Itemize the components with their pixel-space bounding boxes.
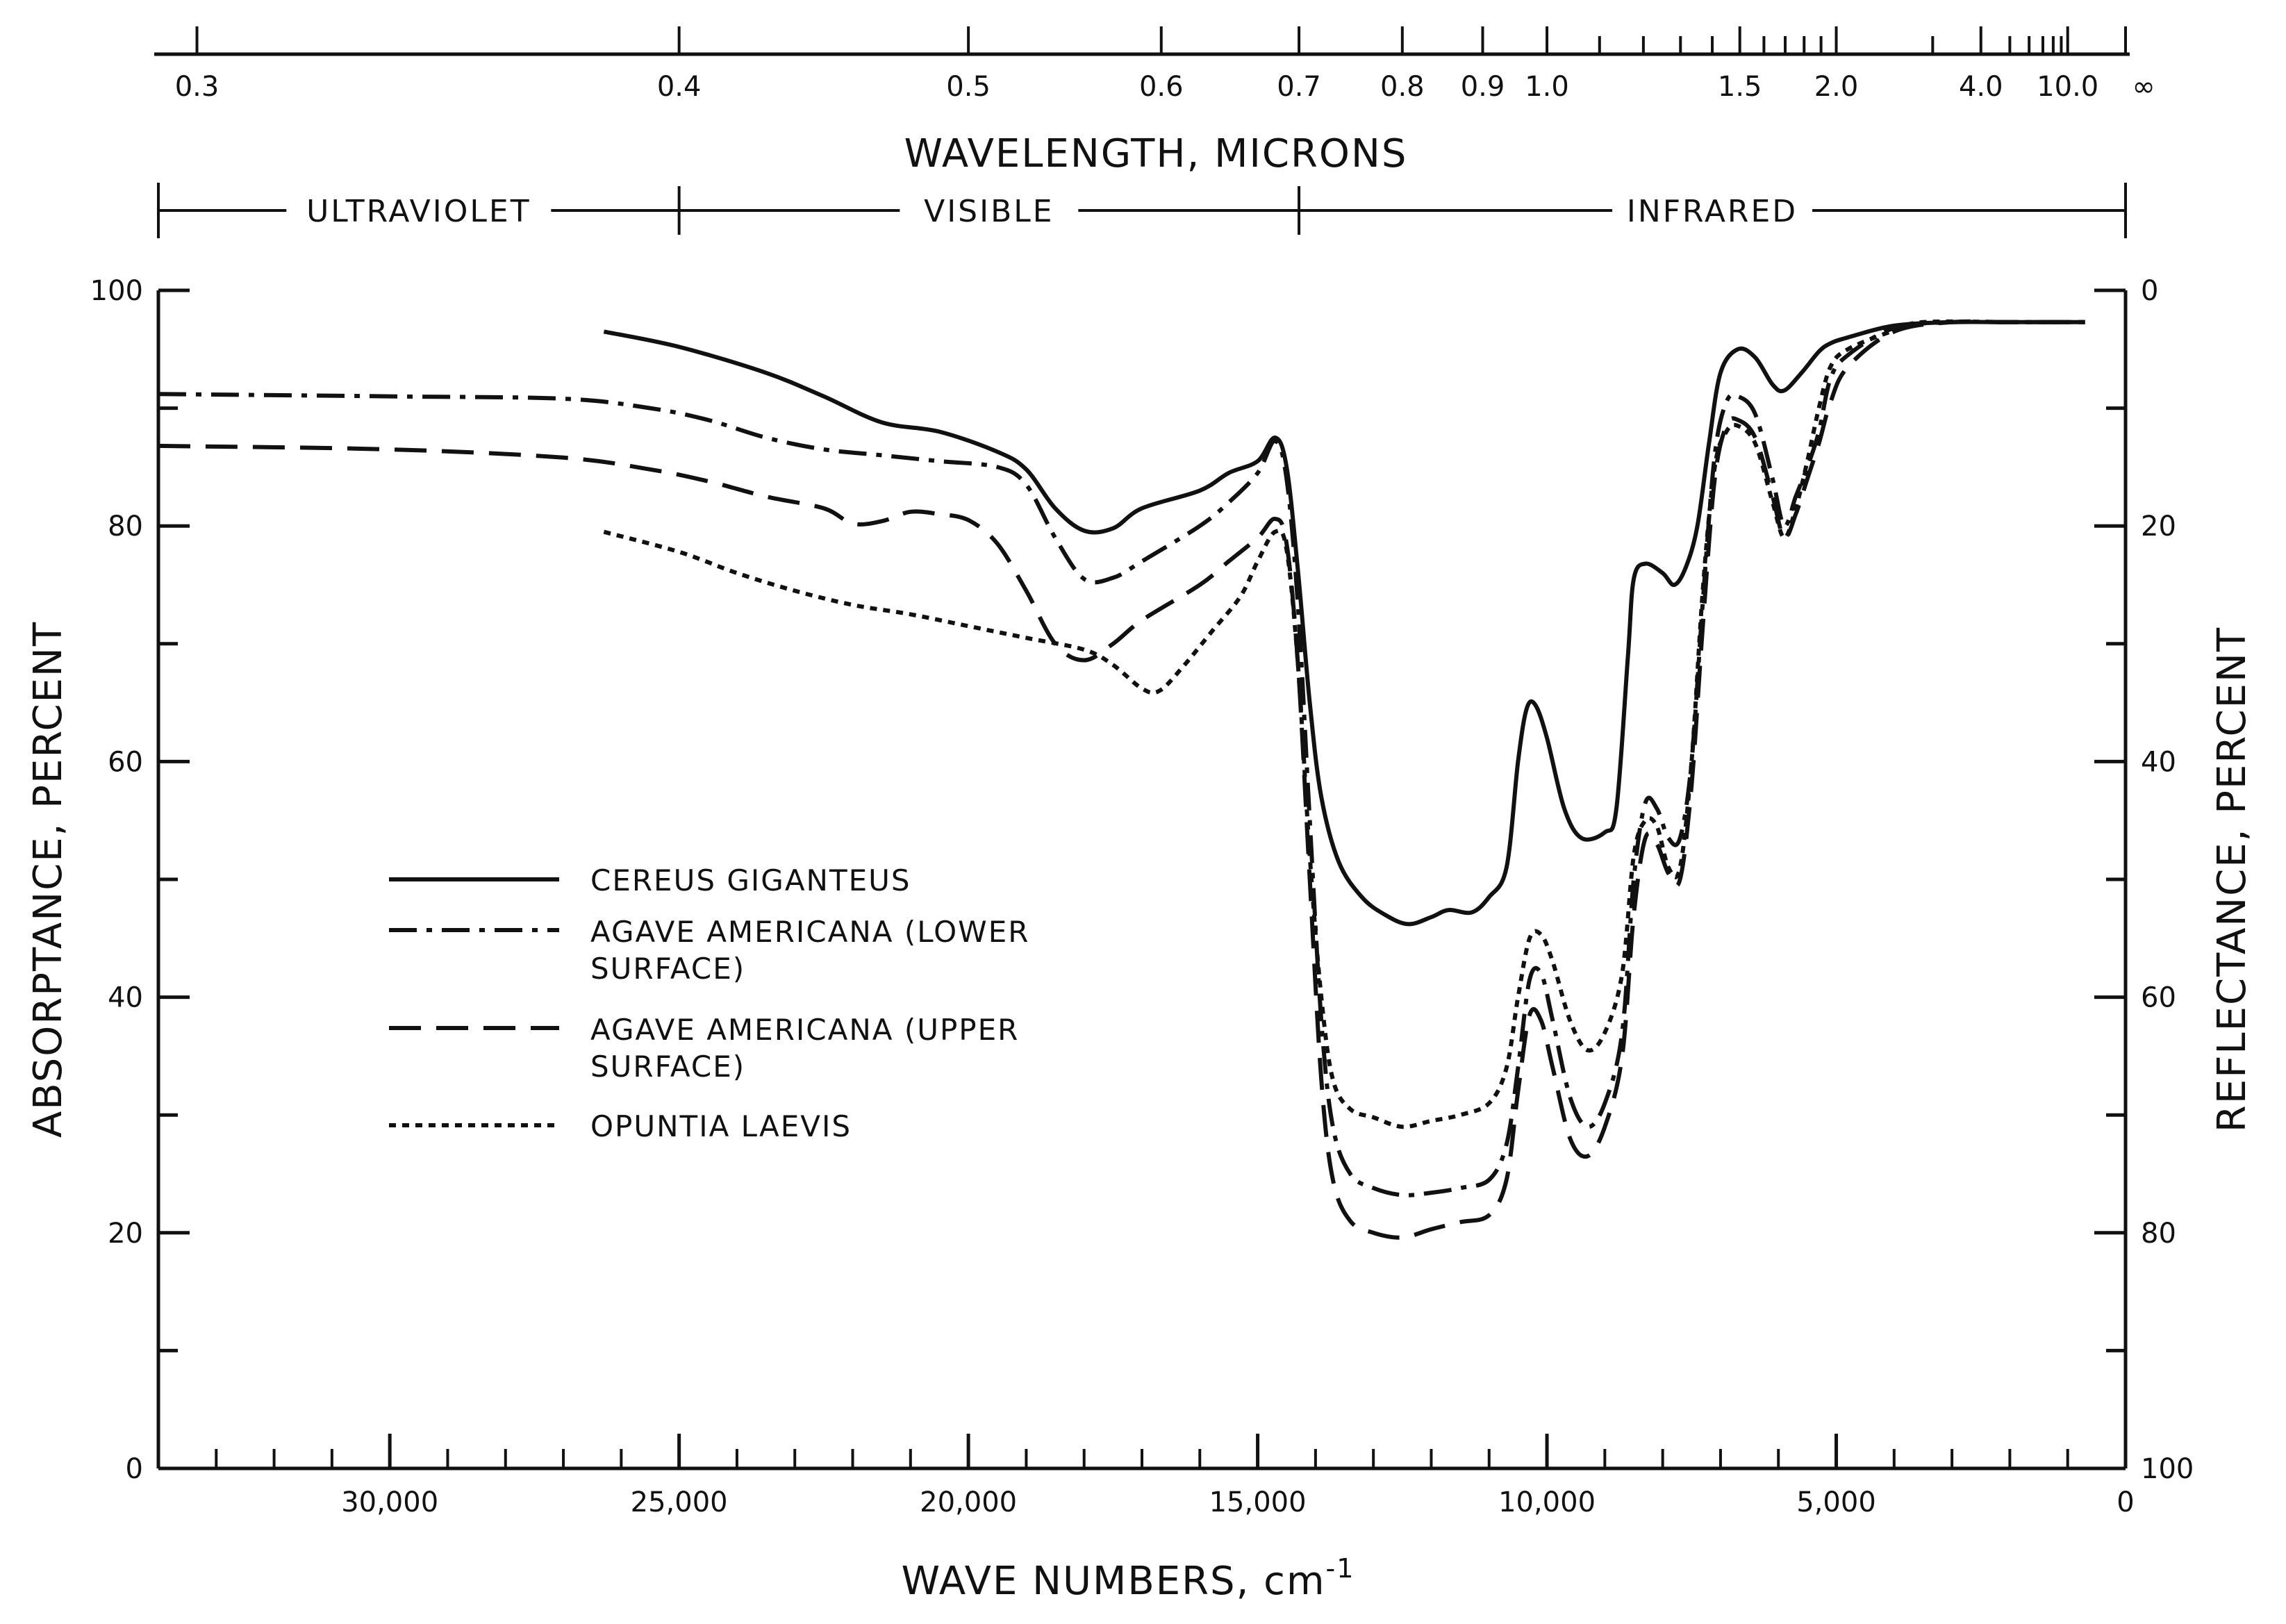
y-left-tick-label: 20 — [108, 1218, 143, 1250]
y-left-tick-label: 60 — [108, 746, 143, 778]
wavelength-tick-label: 0.4 — [657, 71, 702, 103]
x-tick-label: 5,000 — [1796, 1486, 1876, 1518]
y-right-tick-label: 80 — [2141, 1218, 2176, 1250]
wavelength-axis: 0.3 0.4 0.5 0.6 0.7 0.8 0.9 1.0 1.5 2.0 4.0 10.0 ∞ — [154, 26, 2155, 103]
y-left-axis-title: ABSORPTANCE, PERCENT — [26, 621, 71, 1138]
wavelength-tick-label: 0.5 — [946, 71, 991, 103]
x-tick-label: 10,000 — [1498, 1486, 1596, 1518]
wavelength-tick-label: 0.3 — [175, 71, 220, 103]
legend-label-line: AGAVE AMERICANA (UPPER — [590, 1013, 1019, 1047]
series-line-3 — [158, 319, 2085, 1240]
y-right-tick-label: 20 — [2141, 511, 2176, 542]
axis-titles: WAVELENGTH, MICRONS WAVE NUMBERS, cm-1 ABS… — [26, 131, 2255, 1604]
spectral-band-label: VISIBLE — [924, 194, 1054, 229]
wavelength-tick-label: 0.6 — [1139, 71, 1184, 103]
wavelength-tick-label: 10.0 — [2037, 71, 2098, 103]
wavelength-tick-label: 1.0 — [1525, 71, 1569, 103]
series-line-1 — [603, 320, 2085, 927]
y-right-tick-label: 40 — [2141, 746, 2176, 778]
legend-label-line: SURFACE) — [590, 1050, 745, 1084]
wavelength-axis-title: WAVELENGTH, MICRONS — [904, 131, 1408, 176]
series-lines — [158, 319, 2085, 1240]
x-tick-label: 0 — [2117, 1486, 2134, 1518]
legend-label-1: CEREUS GIGANTEUS — [590, 863, 911, 897]
x-axis-title: WAVE NUMBERS, cm-1 — [902, 1553, 1355, 1604]
spectral-band-bar: ULTRAVIOLET VISIBLE INFRARED — [157, 183, 2127, 238]
x-tick-label: 30,000 — [341, 1486, 438, 1518]
legend-label-2: AGAVE AMERICANA (LOWER SURFACE) — [590, 915, 1029, 986]
wavelength-tick-label: 4.0 — [1959, 71, 2003, 103]
x-tick-label: 25,000 — [631, 1486, 728, 1518]
y-right-axis-title: REFLECTANCE, PERCENT — [2210, 627, 2255, 1132]
y-right-tick-label: 100 — [2141, 1453, 2194, 1485]
x-axis-title-superscript: -1 — [1326, 1553, 1355, 1584]
y-left-tick-label: 100 — [90, 275, 143, 307]
y-right-tick-label: 0 — [2141, 275, 2158, 307]
y-left-tick-label: 40 — [108, 982, 143, 1014]
x-axis-title-text: WAVE NUMBERS, cm — [902, 1559, 1326, 1604]
wavelength-tick-label: 2.0 — [1814, 71, 1859, 103]
wavelength-tick-label: 1.5 — [1718, 71, 1762, 103]
plot-ticks: 30,000 25,000 20,000 15,000 10,000 5,000 0 0 20 4… — [90, 275, 2194, 1518]
legend-label-4: OPUNTIA LAEVIS — [590, 1109, 852, 1143]
y-left-tick-label: 80 — [108, 511, 143, 542]
wavelength-tick-label: 0.7 — [1277, 71, 1321, 103]
legend-label-line: AGAVE AMERICANA (LOWER — [590, 915, 1029, 949]
wavelength-tick-label: 0.8 — [1380, 71, 1425, 103]
series-line-4 — [603, 319, 2085, 1129]
spectral-band-label: ULTRAVIOLET — [306, 194, 531, 229]
wavelength-tick-label: ∞ — [2132, 71, 2155, 103]
x-tick-label: 20,000 — [920, 1486, 1017, 1518]
wavelength-tick-label: 0.9 — [1461, 71, 1505, 103]
spectral-band-label: INFRARED — [1627, 194, 1798, 229]
legend-label-3: AGAVE AMERICANA (UPPER SURFACE) — [590, 1013, 1019, 1084]
x-tick-label: 15,000 — [1209, 1486, 1307, 1518]
y-right-tick-label: 60 — [2141, 982, 2176, 1014]
series-line-2 — [158, 320, 2085, 1198]
legend-label-line: SURFACE) — [590, 952, 745, 986]
y-left-tick-label: 0 — [126, 1453, 143, 1485]
